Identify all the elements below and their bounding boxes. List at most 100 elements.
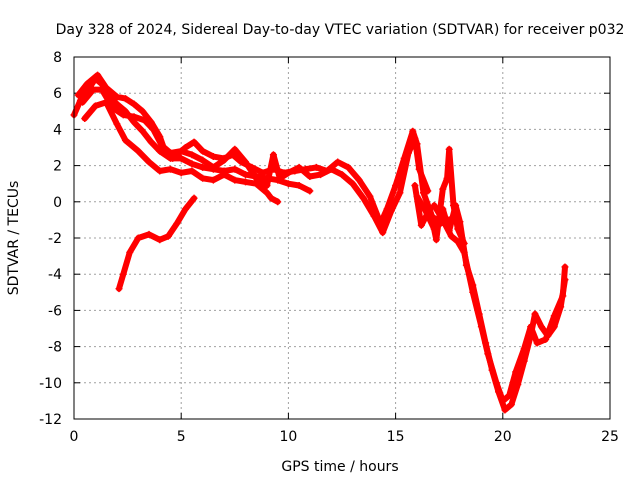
data-point <box>492 379 500 387</box>
data-point <box>533 339 541 347</box>
data-point <box>469 288 477 296</box>
data-point <box>409 127 417 135</box>
x-tick-label: 5 <box>177 429 186 445</box>
data-point <box>220 156 228 164</box>
data-point <box>121 136 129 144</box>
data-point <box>166 165 174 173</box>
data-point <box>501 406 509 414</box>
data-point <box>542 335 550 343</box>
data-point <box>477 323 485 331</box>
data-point <box>295 163 303 171</box>
data-point <box>370 212 378 220</box>
data-point <box>121 95 129 103</box>
data-point <box>134 234 142 242</box>
data-point <box>263 182 271 190</box>
data-point <box>231 145 239 153</box>
data-point <box>269 151 277 159</box>
data-point <box>89 86 97 94</box>
y-tick-label: -8 <box>48 340 62 356</box>
data-point <box>173 220 181 228</box>
data-point <box>145 158 153 166</box>
data-point <box>306 187 314 195</box>
data-point <box>276 174 284 182</box>
x-tick-label: 25 <box>601 429 619 445</box>
data-point <box>177 147 185 155</box>
data-point <box>454 238 462 246</box>
data-point <box>139 107 147 115</box>
data-point <box>439 185 447 193</box>
data-point <box>531 310 539 318</box>
data-point <box>411 134 419 142</box>
data-point <box>199 163 207 171</box>
data-point <box>507 401 515 409</box>
series-line <box>431 202 568 404</box>
data-point <box>460 239 468 247</box>
data-point <box>115 285 123 293</box>
data-point <box>396 189 404 197</box>
x-tick-label: 0 <box>70 429 79 445</box>
data-point <box>263 189 271 197</box>
data-point <box>91 102 99 110</box>
data-point <box>514 381 522 389</box>
data-point <box>134 147 142 155</box>
data-point <box>164 232 172 240</box>
data-point <box>379 229 387 237</box>
data-point <box>327 165 335 173</box>
data-point <box>149 125 157 133</box>
data-point <box>415 165 423 173</box>
data-point <box>344 163 352 171</box>
series-track-late-b <box>430 201 569 405</box>
data-point <box>156 167 164 175</box>
data-point <box>267 194 275 202</box>
data-point <box>81 115 89 123</box>
data-point <box>79 98 87 106</box>
data-point <box>349 180 357 188</box>
data-point <box>130 113 138 121</box>
data-point <box>550 312 558 320</box>
data-point <box>231 165 239 173</box>
data-point <box>169 154 177 162</box>
data-point <box>559 292 567 300</box>
y-tick-label: -10 <box>39 376 62 392</box>
y-tick-label: -4 <box>48 267 62 283</box>
data-point <box>306 172 314 180</box>
series-track-spikes <box>411 145 468 247</box>
data-point <box>338 171 346 179</box>
grid-lines <box>74 57 610 419</box>
data-point <box>158 142 166 150</box>
data-point <box>119 270 127 278</box>
y-tick-label: 6 <box>53 86 62 102</box>
series-track-main-c <box>79 86 432 237</box>
data-point <box>209 176 217 184</box>
data-point <box>190 138 198 146</box>
data-point <box>295 182 303 190</box>
y-tick-label: 8 <box>53 50 62 66</box>
data-point <box>242 171 250 179</box>
data-point <box>126 248 134 256</box>
data-point <box>113 120 121 128</box>
data-point <box>177 169 185 177</box>
data-point <box>199 174 207 182</box>
data-point <box>447 232 455 240</box>
data-point <box>561 263 569 271</box>
data-point <box>417 221 425 229</box>
data-point <box>130 100 138 108</box>
data-point <box>284 169 292 177</box>
x-axis-label: GPS time / hours <box>281 459 398 475</box>
y-tick-label: -2 <box>48 231 62 247</box>
data-point <box>284 180 292 188</box>
data-point <box>484 350 492 358</box>
data-point <box>242 158 250 166</box>
series-line <box>116 195 198 292</box>
data-point <box>113 100 121 108</box>
data-point <box>113 93 121 101</box>
data-point <box>147 138 155 146</box>
data-point <box>312 163 320 171</box>
data-point <box>505 391 513 399</box>
data-point <box>252 180 260 188</box>
data-point <box>355 176 363 184</box>
data-point <box>424 187 432 195</box>
data-point <box>366 192 374 200</box>
